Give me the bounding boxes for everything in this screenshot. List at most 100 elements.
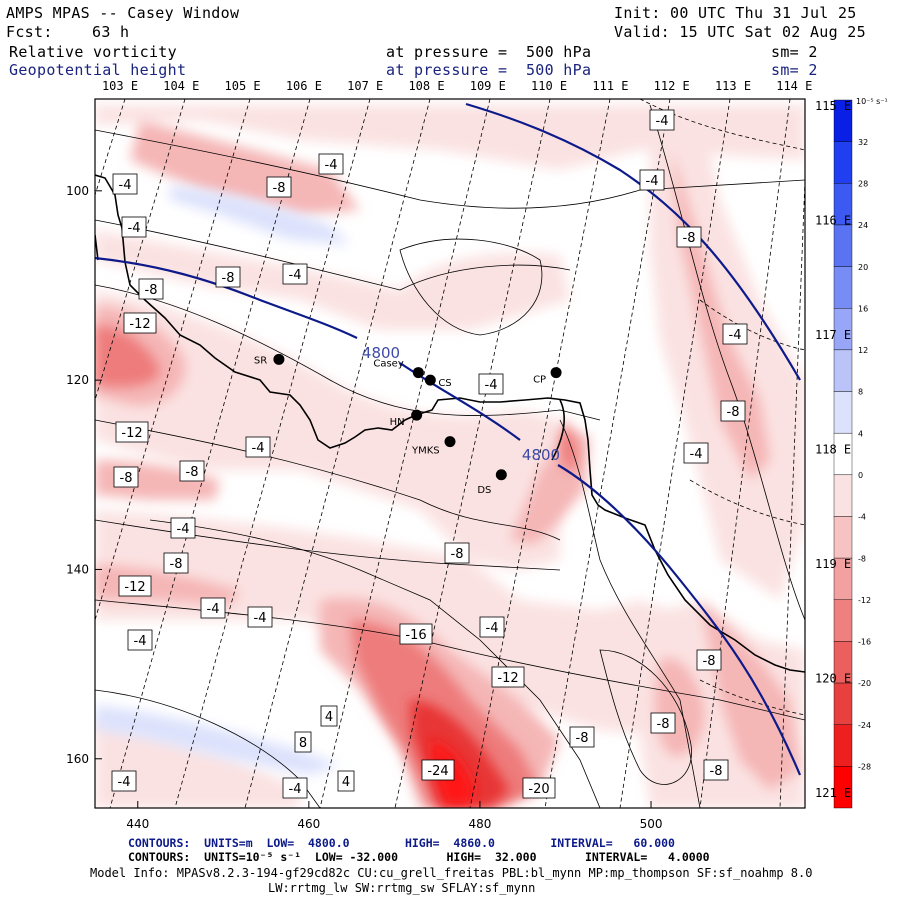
svg-text:-4: -4 xyxy=(656,114,669,129)
right-lon-label: 120 E xyxy=(815,672,851,686)
vorticity-label: -12 xyxy=(491,666,525,688)
vorticity-label: -4 xyxy=(282,263,308,285)
top-lon-label: 112 E xyxy=(654,79,690,93)
top-lon-label: 110 E xyxy=(531,79,567,93)
right-lon-label: 117 E xyxy=(815,328,851,342)
colorbar-tick-label: -16 xyxy=(858,638,871,647)
svg-text:-4: -4 xyxy=(254,611,267,626)
colorbar-tick-label: -12 xyxy=(858,596,871,605)
vorticity-label: -12 xyxy=(123,312,157,334)
colorbar-segment xyxy=(833,391,853,434)
colorbar-tick-label: 12 xyxy=(858,346,868,355)
colorbar-tick-label: 20 xyxy=(858,263,868,272)
y-tick-label: 120 xyxy=(66,373,89,387)
fcst-value: 63 h xyxy=(92,23,130,41)
vorticity-label: -8 xyxy=(113,466,139,488)
colorbar-units: 10⁻⁵ s⁻¹ xyxy=(856,97,888,106)
station-label: Casey xyxy=(373,359,403,370)
vorticity-label: -4 xyxy=(127,629,153,651)
vorticity-label: -20 xyxy=(522,777,556,799)
vorticity-label: -4 xyxy=(112,173,138,195)
vorticity-label: -8 xyxy=(138,278,164,300)
vorticity-label: -4 xyxy=(111,770,137,792)
svg-text:8: 8 xyxy=(299,736,307,751)
svg-text:-16: -16 xyxy=(405,628,426,643)
svg-text:-4: -4 xyxy=(252,441,265,456)
longitude-grid xyxy=(95,99,805,808)
station-label: YMKS xyxy=(411,446,440,457)
colorbar-tick-label: 4 xyxy=(858,429,863,438)
height-label: 4800 xyxy=(522,446,560,464)
x-tick-label: 440 xyxy=(126,817,149,831)
vorticity-label: -8 xyxy=(163,552,189,574)
vorticity-label: -12 xyxy=(115,421,149,443)
svg-text:-12: -12 xyxy=(129,317,150,332)
vorticity-label: -16 xyxy=(399,623,433,645)
svg-text:-12: -12 xyxy=(124,580,145,595)
vorticity-label: -4 xyxy=(245,436,271,458)
vorticity-label: -4 xyxy=(318,153,344,175)
top-lon-label: 113 E xyxy=(715,79,751,93)
colorbar-tick-label: 32 xyxy=(858,138,868,147)
svg-text:-12: -12 xyxy=(121,426,142,441)
svg-text:-4: -4 xyxy=(119,178,132,193)
svg-text:-4: -4 xyxy=(485,378,498,393)
colorbar-tick-label: 28 xyxy=(858,179,868,188)
x-tick-label: 480 xyxy=(468,817,491,831)
top-longitude-labels: 103 E 104 E 105 E 106 E 107 E 108 E 109 E 110 E… xyxy=(102,79,812,93)
vorticity-contour-info: CONTOURS: UNITS=10⁻⁵ s⁻¹ LOW= -32.000 HI… xyxy=(128,850,710,864)
vorticity-label: 4 xyxy=(337,770,355,792)
vorticity-label: 4 xyxy=(320,705,338,727)
x-tick-label: 500 xyxy=(640,817,663,831)
svg-text:-8: -8 xyxy=(657,717,670,732)
vorticity-label: -8 xyxy=(703,759,729,781)
y-tick-label: 160 xyxy=(66,752,89,766)
svg-text:-4: -4 xyxy=(646,174,659,189)
vorticity-label: -4 xyxy=(282,777,308,799)
fcst-label: Fcst: xyxy=(6,23,53,41)
svg-text:-8: -8 xyxy=(703,654,716,669)
svg-text:-4: -4 xyxy=(177,522,190,537)
vorticity-label: 8 xyxy=(294,731,312,753)
vorticity-contour-labels: -4 -8 -4 -4 -8 -4 -8 -4 -4 -8 -4 -12 -4 -4 -8 -12 -8 -4 -8… xyxy=(111,109,748,799)
station-dot xyxy=(444,436,456,448)
colorbar-segment xyxy=(833,141,853,184)
right-lon-label: 116 E xyxy=(815,214,851,228)
colorbar: 32 28 24 20 16 12 8 4 0 -4 -8 -12 -16 -20 -24 -28 xyxy=(833,99,871,809)
right-lon-label: 119 E xyxy=(815,557,851,571)
field2-smoothing: sm= 2 xyxy=(771,61,818,79)
vorticity-label: -4 xyxy=(683,442,709,464)
model-info: Model Info: MPASv8.2.3-194-gf29cd82c CU:… xyxy=(90,866,813,880)
vorticity-label: -8 xyxy=(720,400,746,422)
colorbar-tick-label: 8 xyxy=(858,388,863,397)
svg-text:4: 4 xyxy=(342,775,350,790)
height-contour-labels: 4800 4800 xyxy=(362,344,560,464)
vorticity-label: -4 xyxy=(649,109,675,131)
height-contour-info: CONTOURS: UNITS=m LOW= 4800.0 HIGH= 4860… xyxy=(128,836,675,850)
svg-text:-4: -4 xyxy=(289,782,302,797)
x-axis: 440 460 480 500 xyxy=(126,801,662,831)
colorbar-segment xyxy=(833,349,853,392)
station-label: DS xyxy=(477,485,491,496)
vorticity-label: -12 xyxy=(118,575,152,597)
svg-text:-8: -8 xyxy=(170,557,183,572)
svg-text:-4: -4 xyxy=(207,602,220,617)
svg-text:-8: -8 xyxy=(710,764,723,779)
svg-text:-20: -20 xyxy=(528,782,549,797)
svg-text:-24: -24 xyxy=(427,764,448,779)
right-lon-label: 118 E xyxy=(815,443,851,457)
svg-text:-8: -8 xyxy=(727,405,740,420)
vorticity-label: -8 xyxy=(215,266,241,288)
vorticity-label: -4 xyxy=(639,169,665,191)
svg-text:-8: -8 xyxy=(451,547,464,562)
station-dot xyxy=(495,469,507,481)
svg-text:-4: -4 xyxy=(289,268,302,283)
model-info-line2: LW:rrtmg_lw SW:rrtmg_sw SFLAY:sf_mynn xyxy=(268,881,536,895)
top-lon-label: 114 E xyxy=(776,79,812,93)
vorticity-label: -4 xyxy=(200,597,226,619)
vorticity-label: -4 xyxy=(722,323,748,345)
y-tick-label: 140 xyxy=(66,562,89,576)
svg-text:-8: -8 xyxy=(683,231,696,246)
colorbar-segment xyxy=(833,599,853,642)
svg-text:-4: -4 xyxy=(690,447,703,462)
